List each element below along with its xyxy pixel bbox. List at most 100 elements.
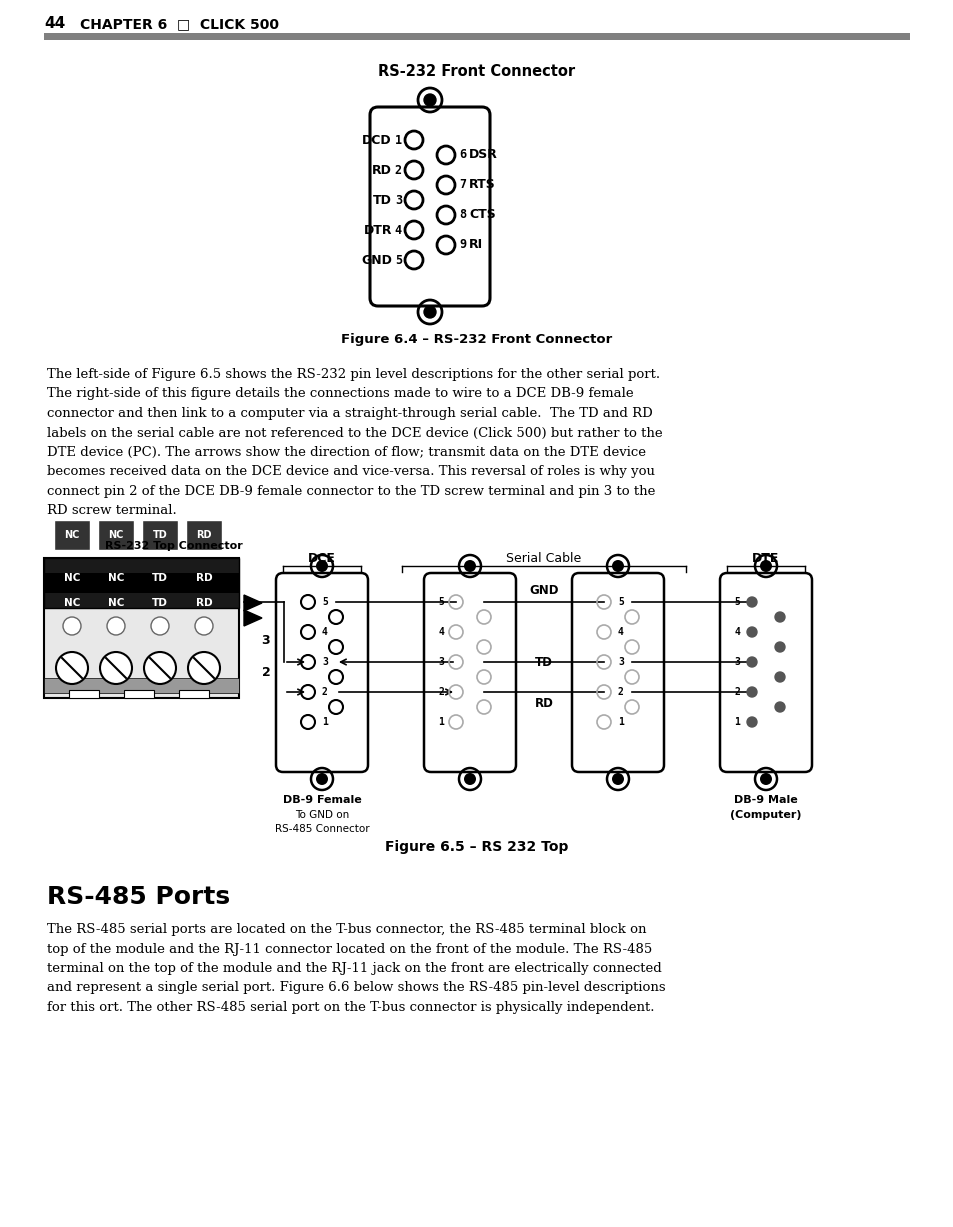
Circle shape bbox=[612, 773, 623, 785]
Circle shape bbox=[144, 652, 175, 683]
Text: 44: 44 bbox=[44, 16, 65, 32]
Text: RD: RD bbox=[372, 163, 392, 177]
Text: DB-9 Male: DB-9 Male bbox=[734, 795, 797, 805]
Text: DTR: DTR bbox=[363, 223, 392, 237]
Text: 4: 4 bbox=[437, 627, 443, 637]
Circle shape bbox=[612, 560, 623, 572]
Bar bbox=[44, 558, 239, 609]
Text: 4: 4 bbox=[618, 627, 623, 637]
Circle shape bbox=[746, 656, 757, 667]
Text: 2: 2 bbox=[261, 665, 270, 679]
Text: RTS: RTS bbox=[469, 178, 496, 191]
Text: 5: 5 bbox=[322, 598, 328, 607]
Text: RS-485 Ports: RS-485 Ports bbox=[47, 885, 230, 909]
Text: RD: RD bbox=[534, 697, 553, 710]
Text: 3: 3 bbox=[437, 656, 443, 667]
Circle shape bbox=[463, 773, 476, 785]
Bar bbox=[98, 520, 133, 550]
Circle shape bbox=[463, 560, 476, 572]
Text: 1: 1 bbox=[618, 717, 623, 728]
Text: CHAPTER 6  □  CLICK 500: CHAPTER 6 □ CLICK 500 bbox=[80, 17, 278, 31]
Text: RD: RD bbox=[196, 530, 212, 540]
Polygon shape bbox=[244, 610, 262, 626]
Text: NC: NC bbox=[109, 530, 124, 540]
Text: To GND on: To GND on bbox=[294, 810, 349, 820]
Text: 3: 3 bbox=[261, 633, 270, 647]
Text: Serial Cable: Serial Cable bbox=[506, 551, 581, 564]
Circle shape bbox=[760, 773, 771, 785]
Text: connect pin 2 of the DCE DB-9 female connector to the TD screw terminal and pin : connect pin 2 of the DCE DB-9 female con… bbox=[47, 485, 655, 498]
Text: 6: 6 bbox=[458, 148, 466, 162]
Text: TD: TD bbox=[152, 573, 168, 583]
Bar bbox=[44, 33, 909, 40]
Text: Figure 6.4 – RS-232 Front Connector: Figure 6.4 – RS-232 Front Connector bbox=[341, 334, 612, 346]
Text: GND: GND bbox=[361, 254, 392, 266]
Circle shape bbox=[774, 612, 784, 622]
Text: DSR: DSR bbox=[469, 148, 497, 162]
Text: RS-232 Top Connector: RS-232 Top Connector bbox=[105, 541, 242, 551]
FancyBboxPatch shape bbox=[572, 573, 663, 772]
FancyBboxPatch shape bbox=[275, 573, 368, 772]
Text: top of the module and the RJ-11 connector located on the front of the module. Th: top of the module and the RJ-11 connecto… bbox=[47, 942, 652, 956]
Text: 2: 2 bbox=[395, 163, 401, 177]
Circle shape bbox=[423, 306, 436, 318]
Text: DTE: DTE bbox=[752, 551, 779, 564]
Bar bbox=[186, 520, 222, 550]
Circle shape bbox=[746, 598, 757, 607]
Text: 3: 3 bbox=[618, 656, 623, 667]
Bar bbox=[69, 690, 99, 698]
Bar bbox=[44, 558, 239, 698]
Text: NC: NC bbox=[64, 573, 80, 583]
Text: RS-485 Connector: RS-485 Connector bbox=[274, 825, 369, 834]
Text: becomes received data on the DCE device and vice-versa. This reversal of roles i: becomes received data on the DCE device … bbox=[47, 465, 655, 479]
Text: 7: 7 bbox=[458, 178, 466, 191]
Circle shape bbox=[63, 617, 81, 636]
Text: RS-232 Front Connector: RS-232 Front Connector bbox=[378, 65, 575, 80]
Text: 5: 5 bbox=[734, 598, 740, 607]
Text: RD: RD bbox=[195, 573, 213, 583]
Text: for this ort. The other RS-485 serial port on the T-bus connector is physically : for this ort. The other RS-485 serial po… bbox=[47, 1001, 654, 1014]
Circle shape bbox=[774, 642, 784, 652]
Text: NC: NC bbox=[64, 530, 80, 540]
Text: RI: RI bbox=[469, 238, 482, 252]
Circle shape bbox=[107, 617, 125, 636]
Circle shape bbox=[194, 617, 213, 636]
Circle shape bbox=[746, 687, 757, 697]
Text: 5: 5 bbox=[437, 598, 443, 607]
Circle shape bbox=[774, 672, 784, 682]
Text: 1: 1 bbox=[322, 717, 328, 728]
Text: 4: 4 bbox=[322, 627, 328, 637]
Text: The left-side of Figure 6.5 shows the RS-232 pin level descriptions for the othe: The left-side of Figure 6.5 shows the RS… bbox=[47, 368, 659, 382]
Circle shape bbox=[151, 617, 169, 636]
Text: connector and then link to a computer via a straight-through serial cable.  The : connector and then link to a computer vi… bbox=[47, 407, 652, 420]
Text: 4: 4 bbox=[734, 627, 740, 637]
Text: DTE device (PC). The arrows show the direction of flow; transmit data on the DTE: DTE device (PC). The arrows show the dir… bbox=[47, 445, 645, 459]
Text: DCD: DCD bbox=[362, 134, 392, 146]
Bar bbox=[124, 690, 153, 698]
Circle shape bbox=[56, 652, 88, 683]
Text: 4: 4 bbox=[395, 223, 401, 237]
Text: 9: 9 bbox=[458, 238, 466, 252]
Text: 1: 1 bbox=[437, 717, 443, 728]
Text: RD: RD bbox=[195, 598, 213, 609]
Text: NC: NC bbox=[108, 598, 124, 609]
Text: TD: TD bbox=[152, 598, 168, 609]
Text: (Computer): (Computer) bbox=[729, 810, 801, 820]
Circle shape bbox=[774, 702, 784, 712]
Text: 1: 1 bbox=[734, 717, 740, 728]
Text: TD: TD bbox=[535, 655, 553, 669]
Text: terminal on the top of the module and the RJ-11 jack on the front are electrical: terminal on the top of the module and th… bbox=[47, 962, 661, 975]
Circle shape bbox=[315, 773, 328, 785]
Text: RD screw terminal.: RD screw terminal. bbox=[47, 504, 176, 518]
Text: DCE: DCE bbox=[308, 551, 335, 564]
Text: 2: 2 bbox=[437, 687, 443, 697]
Text: The right-side of this figure details the connections made to wire to a DCE DB-9: The right-side of this figure details th… bbox=[47, 388, 633, 400]
Text: 5: 5 bbox=[618, 598, 623, 607]
Text: The RS-485 serial ports are located on the T-bus connector, the RS-485 terminal : The RS-485 serial ports are located on t… bbox=[47, 923, 646, 936]
Text: and represent a single serial port. Figure 6.6 below shows the RS-485 pin-level : and represent a single serial port. Figu… bbox=[47, 982, 665, 995]
Circle shape bbox=[100, 652, 132, 683]
Text: TD: TD bbox=[152, 530, 167, 540]
Text: 3: 3 bbox=[395, 194, 401, 206]
Bar bbox=[44, 679, 239, 693]
Circle shape bbox=[746, 717, 757, 728]
